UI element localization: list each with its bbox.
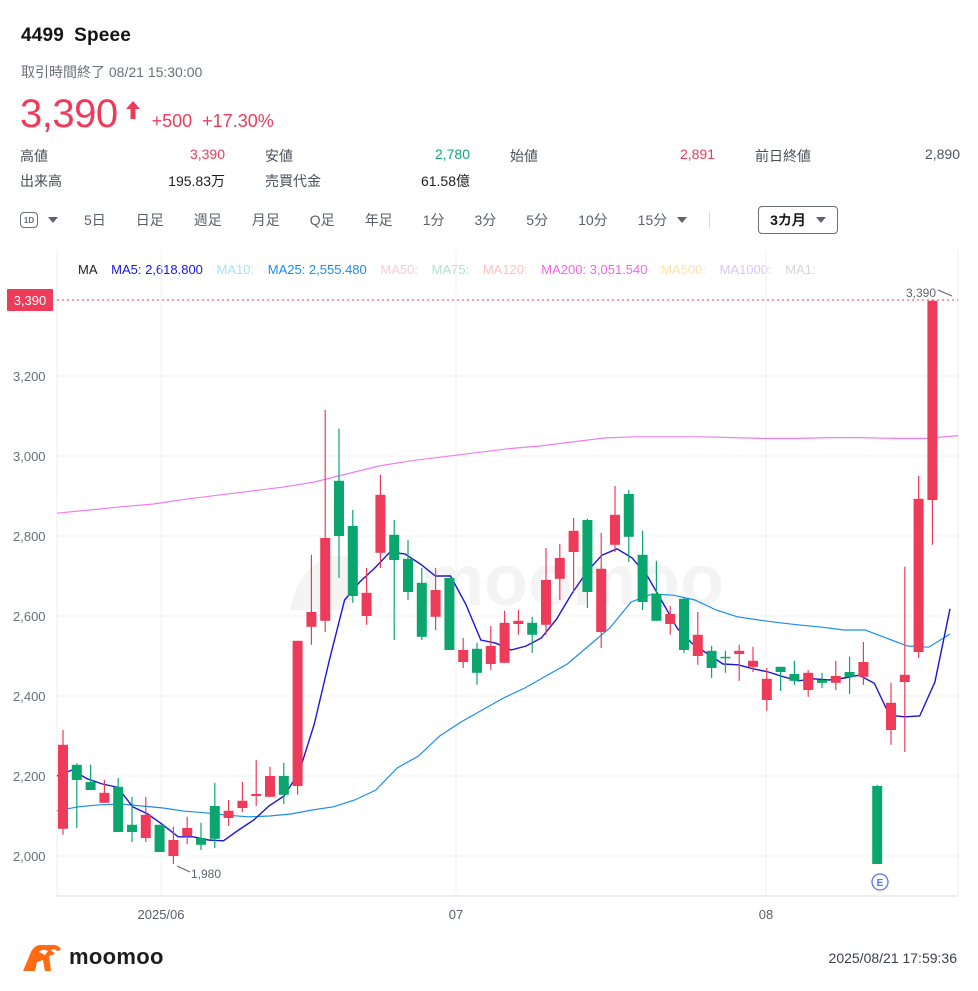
stat-label: 出来高 — [20, 172, 62, 189]
stats-grid: 高値 3,390 安値 2,780 始値 2,891 前日終値 2,890 出来… — [20, 143, 960, 193]
stat-turnover: 売買代金 61.58億 — [265, 171, 470, 191]
ma-legend-ma25: MA25: 2,555.480 — [267, 262, 367, 277]
stat-low: 安値 2,780 — [265, 146, 470, 166]
svg-text:E: E — [877, 878, 884, 889]
period-selected-label: 3カ月 — [770, 212, 806, 228]
ma-legend-ma1: MA1: — [785, 262, 816, 277]
svg-text:3,000: 3,000 — [13, 449, 46, 464]
ma-lines — [56, 435, 959, 842]
ma-legend-ma5: MA5: 2,618.800 — [111, 262, 203, 277]
price-row: 3,390 +500 +17.30% — [20, 92, 274, 137]
more-intervals-dropdown-icon[interactable] — [677, 217, 688, 223]
stat-label: 始値 — [510, 147, 538, 164]
stock-name: Speee — [74, 25, 132, 46]
svg-text:2,800: 2,800 — [13, 529, 46, 544]
stat-label: 売買代金 — [265, 172, 321, 189]
svg-text:2,400: 2,400 — [13, 689, 46, 704]
tab-monthly[interactable]: 月足 — [251, 212, 280, 228]
axis-labels: 2,000 2,200 2,400 2,600 2,800 3,000 3,200 2025/… — [7, 286, 958, 922]
price-change: +500 — [151, 111, 193, 131]
ma-legend-ma120: MA120: — [482, 262, 528, 277]
stat-value: 2,890 — [924, 145, 960, 162]
chevron-down-icon — [815, 217, 826, 223]
stock-title: 4499 Speee — [21, 25, 131, 47]
stat-value: 3,390 — [189, 145, 225, 162]
ma-legend-ma75: MA75: — [431, 262, 470, 277]
stat-value: 195.83万 — [168, 172, 225, 189]
ma-legend-ma10: MA10: — [216, 262, 255, 277]
tab-1min[interactable]: 1分 — [422, 212, 445, 228]
tab-10min[interactable]: 10分 — [578, 212, 608, 228]
stat-volume: 出来高 195.83万 — [20, 171, 225, 191]
timeframe-tabs: 1D 5日 日足 週足 月足 Q足 年足 1分 3分 5分 10分 15分 — [20, 206, 711, 234]
ma-legend: MA MA5: 2,618.800 MA10: MA25: 2,555.480 … — [78, 262, 826, 277]
toolbar-divider — [709, 212, 711, 228]
svg-text:2,200: 2,200 — [13, 769, 46, 784]
stock-code: 4499 — [21, 25, 65, 46]
svg-text:2,600: 2,600 — [13, 609, 46, 624]
stat-label: 高値 — [20, 147, 48, 164]
chart-type-dropdown-icon[interactable] — [48, 217, 58, 223]
arrow-up-icon — [125, 101, 140, 119]
svg-text:2,000: 2,000 — [13, 849, 46, 864]
svg-text:3,390: 3,390 — [906, 286, 936, 300]
stat-value: 2,780 — [434, 145, 470, 162]
candles — [58, 300, 938, 864]
stats-row-2: 出来高 195.83万 売買代金 61.58億 — [20, 168, 960, 193]
tab-weekly[interactable]: 週足 — [193, 212, 222, 228]
period-select[interactable]: 3カ月 — [758, 206, 838, 234]
ma-legend-ma500: MA500: — [661, 262, 706, 277]
svg-text:08: 08 — [759, 907, 773, 922]
svg-text:1,980: 1,980 — [191, 867, 221, 881]
svg-text:moomoo: moomoo — [420, 541, 724, 621]
stat-value: 61.58億 — [420, 172, 470, 189]
tab-3min[interactable]: 3分 — [474, 212, 497, 228]
stat-high: 高値 3,390 — [20, 146, 225, 166]
svg-text:07: 07 — [449, 907, 463, 922]
ma-legend-ma200: MA200: 3,051.540 — [541, 262, 648, 277]
stat-prev-close: 前日終値 2,890 — [755, 146, 960, 166]
ma-legend-ma1000: MA1000: — [719, 262, 772, 277]
last-price: 3,390 — [20, 92, 118, 136]
svg-text:3,200: 3,200 — [13, 369, 46, 384]
tab-5min[interactable]: 5分 — [526, 212, 549, 228]
brand-name: moomoo — [69, 944, 164, 969]
svg-text:3,390: 3,390 — [14, 293, 47, 308]
market-status: 取引時間終了 08/21 15:30:00 — [21, 64, 203, 80]
tab-daily[interactable]: 日足 — [135, 212, 164, 228]
moomoo-bull-icon — [23, 944, 61, 971]
tab-quarterly[interactable]: Q足 — [309, 212, 335, 228]
tab-5day[interactable]: 5日 — [84, 212, 106, 228]
stat-label: 安値 — [265, 147, 293, 164]
snapshot-timestamp: 2025/08/21 17:59:36 — [828, 950, 957, 966]
tab-yearly[interactable]: 年足 — [364, 212, 393, 228]
moomoo-logo: moomoo — [21, 942, 164, 972]
stat-open: 始値 2,891 — [510, 146, 715, 166]
moomoo-watermark: moomoo — [290, 541, 724, 621]
tab-15min[interactable]: 15分 — [637, 212, 668, 228]
ma-legend-ma50: MA50: — [380, 262, 418, 277]
stat-value: 2,891 — [679, 145, 715, 162]
svg-text:2025/06: 2025/06 — [138, 907, 185, 922]
price-change-percent: +17.30% — [202, 111, 274, 131]
stat-label: 前日終値 — [755, 147, 811, 164]
chart-type-icon[interactable]: 1D — [20, 212, 38, 228]
chart-grid — [56, 250, 959, 897]
ma-legend-title[interactable]: MA — [78, 262, 98, 277]
stats-row-1: 高値 3,390 安値 2,780 始値 2,891 前日終値 2,890 — [20, 143, 960, 168]
